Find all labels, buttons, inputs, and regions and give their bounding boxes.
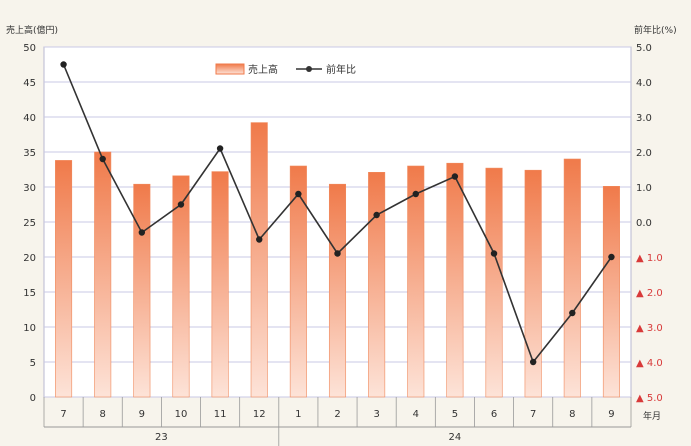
line-point xyxy=(138,229,146,236)
right-tick-label: ▲ 5.0 xyxy=(636,393,663,404)
month-label: 12 xyxy=(253,409,266,420)
month-label: 1 xyxy=(295,409,301,420)
month-label: 2 xyxy=(334,409,340,420)
bar xyxy=(289,165,307,398)
bar xyxy=(524,169,542,398)
month-label: 11 xyxy=(214,409,227,420)
right-axis-ticks: 5.0 4.0 3.0 2.0 1.0 0.0 ▲ 1.0 ▲ 2.0 ▲ 3.0 ▲ 4.0 ▲ … xyxy=(636,43,663,404)
bar xyxy=(172,175,190,398)
month-label: 9 xyxy=(139,409,145,420)
line-point xyxy=(334,250,341,257)
line-point xyxy=(608,253,615,261)
month-label: 6 xyxy=(491,409,497,420)
bar xyxy=(602,186,620,398)
year-label: 23 xyxy=(155,432,168,443)
line-point xyxy=(216,145,224,152)
right-tick-label: 5.0 xyxy=(636,43,652,54)
left-tick-label: 0 xyxy=(30,393,36,404)
left-tick-label: 45 xyxy=(23,78,36,89)
month-label: 4 xyxy=(413,409,419,420)
left-axis-title: 売上高(億円) xyxy=(6,24,58,36)
line-point xyxy=(529,358,537,366)
line-point xyxy=(490,250,498,257)
right-tick-label: ▲ 4.0 xyxy=(636,358,663,369)
month-label: 3 xyxy=(373,409,379,420)
legend-bar-label: 売上高 xyxy=(248,63,278,76)
legend-line-label: 前年比 xyxy=(326,63,356,76)
bar xyxy=(368,172,386,398)
left-tick-label: 5 xyxy=(30,358,36,369)
year-label: 24 xyxy=(449,432,462,443)
left-axis-ticks: 0 5 10 15 20 25 30 35 40 45 50 xyxy=(23,43,36,404)
right-tick-label: 3.0 xyxy=(636,113,652,124)
left-tick-label: 50 xyxy=(23,43,36,54)
line-point xyxy=(569,309,576,317)
x-axis: 7 8 9 10 11 12 1 2 3 4 5 6 7 8 923 24 xyxy=(43,397,632,446)
right-tick-label: 0.0 xyxy=(636,218,652,229)
legend-line-marker xyxy=(306,66,312,72)
legend-bar-swatch xyxy=(215,63,245,75)
month-label: 7 xyxy=(60,409,66,420)
left-tick-label: 40 xyxy=(23,113,36,124)
month-label: 8 xyxy=(569,409,575,420)
month-label: 10 xyxy=(175,409,188,420)
bar xyxy=(407,165,425,398)
line-point xyxy=(99,155,106,163)
left-tick-label: 30 xyxy=(23,183,36,194)
left-tick-label: 15 xyxy=(23,288,36,299)
right-tick-label: 2.0 xyxy=(636,148,652,159)
bar xyxy=(250,122,268,398)
bar xyxy=(563,158,581,398)
left-tick-label: 10 xyxy=(23,323,36,334)
legend: 売上高 前年比 xyxy=(215,63,356,76)
month-label: 5 xyxy=(452,409,458,420)
line-point xyxy=(451,173,459,180)
corner-label: 年月 xyxy=(643,410,661,422)
line-point xyxy=(60,61,67,68)
left-tick-label: 20 xyxy=(23,253,36,264)
line-series xyxy=(60,61,615,366)
line-point xyxy=(256,236,263,243)
bar xyxy=(485,167,503,398)
right-tick-label: ▲ 2.0 xyxy=(636,288,663,299)
left-tick-label: 25 xyxy=(23,218,36,229)
month-label: 7 xyxy=(530,409,536,420)
line-point xyxy=(412,190,419,198)
bar xyxy=(55,160,73,398)
bar xyxy=(211,171,229,398)
line-point xyxy=(177,201,185,208)
right-tick-label: 4.0 xyxy=(636,78,652,89)
bar xyxy=(328,183,347,398)
bar xyxy=(94,151,112,398)
bar xyxy=(446,162,464,398)
right-tick-label: ▲ 1.0 xyxy=(636,253,663,264)
left-tick-label: 35 xyxy=(23,148,36,159)
line-point xyxy=(295,190,302,198)
bar xyxy=(133,183,151,398)
bar-series xyxy=(55,122,620,398)
right-tick-label: ▲ 3.0 xyxy=(636,323,663,334)
right-axis-title: 前年比(%) xyxy=(634,24,677,36)
right-tick-label: 1.0 xyxy=(636,183,652,194)
month-label: 9 xyxy=(608,409,614,420)
line-point xyxy=(373,211,380,219)
month-label: 8 xyxy=(100,409,106,420)
